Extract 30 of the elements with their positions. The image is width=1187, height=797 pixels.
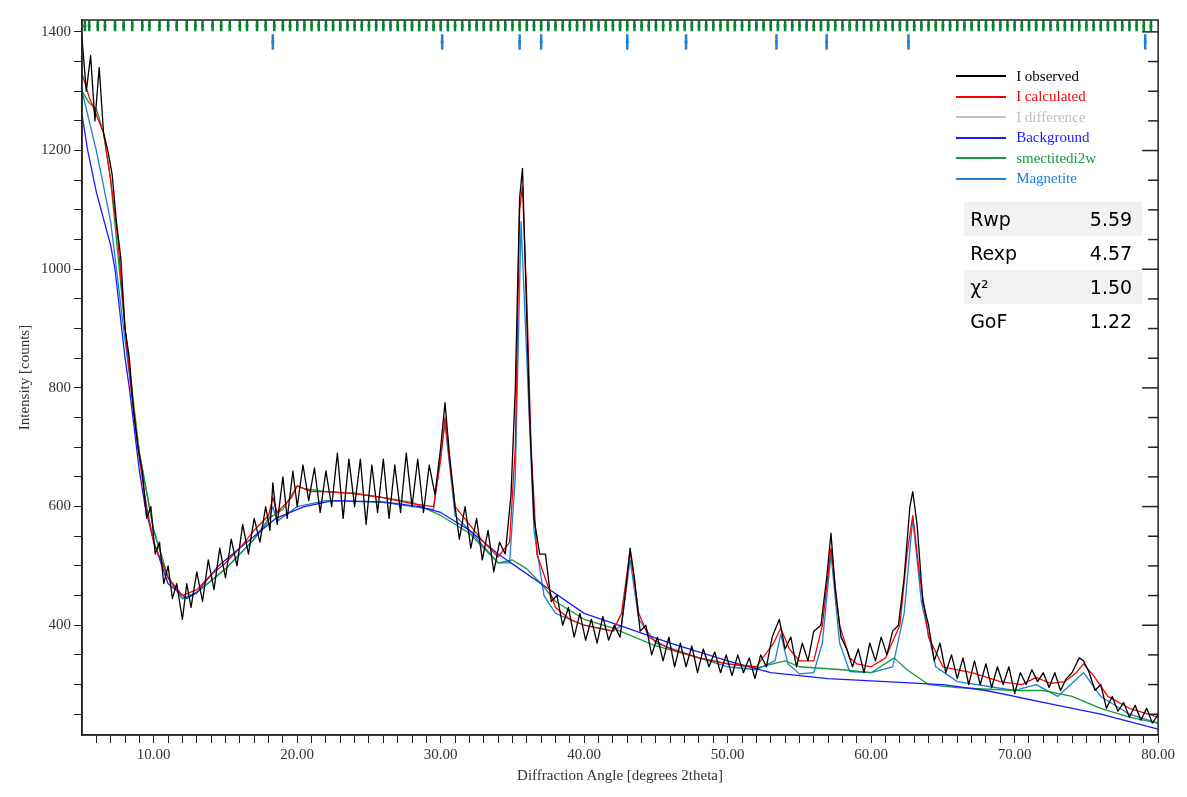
y-tick-label: 600: [48, 497, 71, 514]
x-tick-label: 60.00: [854, 745, 889, 762]
legend-label: I observed: [1016, 67, 1080, 85]
legend-label: smectitedi2w: [1016, 149, 1097, 167]
y-tick-label: 400: [48, 616, 71, 633]
annotation: 4.57: [1089, 242, 1133, 264]
y-tick-label: 1000: [41, 260, 71, 277]
annotation: 1.22: [1089, 310, 1133, 332]
annotation: 1.50: [1089, 276, 1133, 298]
y-tick-label: 1400: [41, 22, 71, 39]
x-tick-label: 20.00: [280, 745, 315, 762]
annotation: 5.59: [1089, 208, 1133, 230]
annotation: Rwp: [970, 208, 1011, 230]
annotation: GoF: [970, 310, 1008, 332]
x-tick-label: 40.00: [567, 745, 602, 762]
x-tick-label: 30.00: [423, 745, 458, 762]
x-tick-label: 10.00: [136, 745, 171, 762]
legend-label: I difference: [1016, 108, 1086, 126]
y-tick-label: 1200: [41, 141, 71, 158]
legend-label: Magnetite: [1016, 170, 1077, 188]
y-tick-label: 800: [48, 378, 71, 395]
x-axis-title: Diffraction Angle [degrees 2theta]: [517, 766, 724, 783]
legend-label: I calculated: [1016, 88, 1086, 106]
annotation: Rexp: [970, 242, 1018, 264]
y-axis-title: Intensity [counts]: [15, 324, 32, 431]
legend-label: Background: [1016, 129, 1090, 147]
annotation: χ²: [970, 276, 989, 298]
x-tick-label: 50.00: [710, 745, 745, 762]
x-tick-label: 80.00: [1141, 745, 1175, 762]
x-tick-label: 70.00: [997, 745, 1032, 762]
